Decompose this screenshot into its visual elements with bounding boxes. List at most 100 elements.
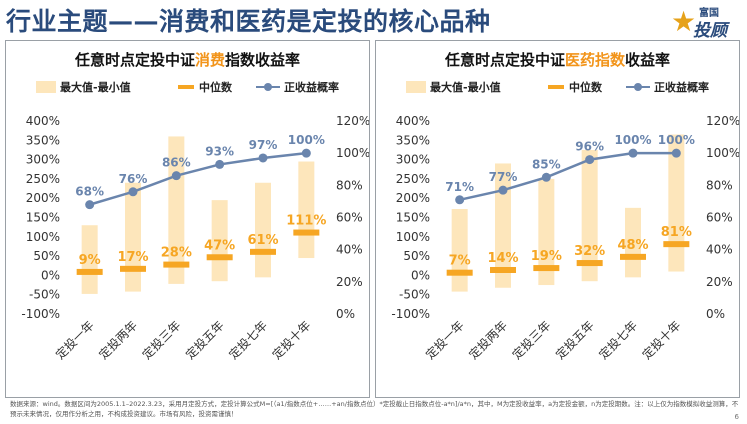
prob-point [171, 171, 181, 181]
prob-label: 96% [575, 140, 604, 154]
range-bar [538, 178, 555, 286]
left-axis-tick: 50% [403, 249, 430, 263]
median-marker [76, 268, 103, 275]
range-bar [211, 200, 228, 282]
median-label: 17% [117, 250, 148, 265]
median-marker [490, 266, 516, 273]
legend-range-swatch [406, 81, 426, 93]
legend-range-label: 最大值-最小值 [60, 81, 131, 94]
chart-legend: 最大值-最小值 中位数 正收益概率 [376, 79, 739, 95]
left-axis-tick: 0% [41, 268, 60, 282]
prob-label: 76% [119, 172, 148, 186]
right-axis-tick: 20% [706, 275, 733, 289]
chart-title-highlight: 医药指数 [564, 51, 625, 69]
left-axis-tick: -50% [29, 288, 60, 302]
legend-range: 最大值-最小值 [406, 79, 501, 95]
chart-title-prefix: 任意时点定投中证 [74, 51, 195, 69]
right-axis-tick: 100% [336, 146, 369, 160]
right-axis-tick: 0% [706, 307, 725, 321]
median-marker [250, 248, 276, 255]
median-label: 111% [286, 214, 326, 229]
range-bar [125, 182, 141, 292]
prob-label: 97% [249, 138, 278, 152]
category-label: 定投一年 [422, 318, 467, 363]
legend-range: 最大值-最小值 [36, 79, 131, 95]
left-axis-tick: 50% [33, 249, 60, 263]
left-axis-tick: 300% [396, 153, 430, 167]
logo-text-top: 富国 [699, 8, 719, 19]
left-axis-tick: 250% [396, 172, 430, 186]
median-marker [533, 265, 560, 272]
prob-point [498, 185, 508, 195]
left-axis-tick: 100% [26, 230, 60, 244]
legend-prob: 正收益概率 [256, 79, 339, 95]
page-number: 6 [734, 413, 739, 421]
prob-point [85, 200, 95, 210]
prob-point [215, 159, 225, 169]
right-axis-tick: 40% [706, 243, 733, 257]
legend-median-swatch [178, 85, 194, 89]
legend-prob-label: 正收益概率 [654, 81, 709, 94]
left-axis-tick: 200% [396, 191, 430, 205]
median-marker [576, 260, 603, 267]
range-bar [625, 207, 641, 278]
legend-median: 中位数 [548, 79, 602, 95]
legend-range-label: 最大值-最小值 [430, 81, 501, 94]
right-axis-tick: 120% [706, 114, 739, 128]
prob-point [128, 187, 138, 197]
right-axis-tick: 120% [336, 114, 369, 128]
range-bar [168, 136, 185, 284]
star-icon: ★ [671, 5, 697, 38]
median-label: 47% [204, 238, 235, 253]
legend-prob: 正收益概率 [626, 79, 709, 95]
median-label: 28% [161, 246, 192, 261]
category-label: 定投三年 [509, 318, 554, 363]
legend-median: 中位数 [178, 79, 232, 95]
prob-label: 93% [205, 144, 234, 158]
left-axis-tick: 350% [396, 133, 430, 147]
median-label: 19% [531, 249, 562, 264]
right-axis-tick: 60% [336, 211, 363, 225]
median-label: 9% [79, 253, 101, 268]
median-marker [206, 254, 233, 261]
left-axis-tick: 300% [26, 153, 60, 167]
category-label: 定投三年 [139, 318, 184, 363]
left-axis-tick: 150% [396, 211, 430, 225]
chart-title-highlight: 消费 [194, 51, 225, 69]
prob-point [301, 148, 311, 158]
chart-svg: 400% 350% 300% 250% 200% 150% 100% 50% 0% -50% -10… [391, 114, 739, 363]
chart-panel-consumer: 任意时点定投中证消费指数收益率 最大值-最小值 中位数 正收益概率 400% 35… [5, 40, 370, 398]
right-axis-tick: 100% [706, 146, 739, 160]
left-axis-tick: -100% [21, 307, 60, 321]
prob-point [585, 155, 595, 165]
page-title: 行业主题——消费和医药是定投的核心品种 [6, 7, 491, 36]
prob-label: 100% [288, 133, 325, 147]
legend-prob-swatch [626, 82, 650, 92]
chart-title-suffix: 收益率 [625, 51, 671, 69]
median-marker [446, 269, 473, 276]
left-axis-tick: 400% [396, 114, 430, 128]
left-axis-tick: 0% [411, 268, 430, 282]
range-bar [81, 225, 98, 294]
prob-point [455, 195, 465, 205]
category-label: 定投七年 [596, 318, 641, 363]
median-marker [663, 241, 690, 248]
left-axis-tick: 250% [26, 172, 60, 186]
chart-title-suffix: 指数收益率 [225, 51, 301, 69]
right-axis-tick: 40% [336, 243, 363, 257]
legend-range-swatch [36, 81, 56, 93]
left-axis-tick: 150% [26, 211, 60, 225]
category-label: 定投五年 [182, 318, 227, 363]
prob-label: 100% [614, 133, 651, 147]
prob-point [541, 172, 551, 182]
category-label: 定投一年 [52, 318, 97, 363]
median-label: 81% [661, 225, 692, 240]
range-bar [581, 149, 598, 282]
median-marker [120, 265, 146, 272]
legend-median-label: 中位数 [199, 81, 232, 94]
median-marker [163, 261, 190, 268]
legend-prob-swatch [256, 82, 280, 92]
chart-title: 任意时点定投中证消费指数收益率 [6, 49, 369, 70]
brand-logo: ★ 富国 投顾 [671, 2, 741, 42]
category-label: 定投十年 [269, 318, 314, 363]
